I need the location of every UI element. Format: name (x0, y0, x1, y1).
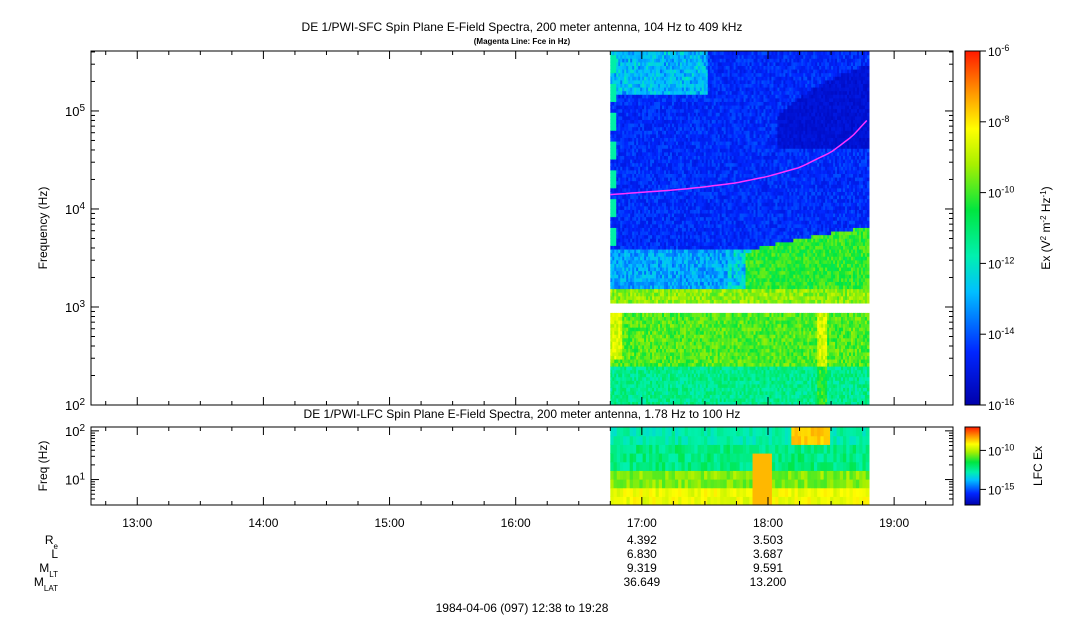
y-tick-label: 101 (65, 471, 85, 488)
ephemeris-row-label: L (51, 547, 58, 561)
colorbar-tick-label: 10-8 (988, 114, 1009, 130)
ephemeris-value: 36.649 (623, 575, 660, 589)
time-tick-label: 19:00 (879, 516, 909, 530)
y-tick-label: 102 (65, 422, 85, 439)
colorbar-tick-label: 10-10 (988, 185, 1014, 201)
lfc-y-axis-label: Freq (Hz) (36, 441, 50, 492)
time-tick-label: 13:00 (122, 516, 152, 530)
ephemeris-value: 13.200 (750, 575, 787, 589)
lfc-colorbar (965, 427, 980, 505)
y-tick-label: 102 (65, 397, 85, 414)
ephemeris-value: 3.503 (753, 533, 783, 547)
y-tick-label: 105 (65, 102, 85, 119)
colorbar-tick-label: 10-16 (988, 397, 1014, 413)
colorbar-tick-label: 10-15 (988, 481, 1014, 497)
colorbar-tick-label: 10-12 (988, 255, 1014, 271)
lfc-spectrogram-data (610, 427, 869, 506)
sfc-colorbar-ticks: 10-6 10-8 10-10 10-12 10-14 10-16 (980, 43, 1014, 413)
time-tick-label: 14:00 (248, 516, 278, 530)
time-tick-label: 15:00 (375, 516, 405, 530)
sfc-title: DE 1/PWI-SFC Spin Plane E-Field Spectra,… (302, 20, 743, 34)
time-tick-label: 18:00 (753, 516, 783, 530)
lfc-colorbar-label: LFC Ex (1031, 446, 1045, 486)
colorbar-tick-label: 10-6 (988, 43, 1009, 59)
colorbar-tick-label: 10-10 (988, 442, 1014, 458)
sfc-spectrogram-data (610, 51, 869, 406)
sfc-colorbar (965, 51, 980, 405)
time-tick-label: 17:00 (627, 516, 657, 530)
lfc-title: DE 1/PWI-LFC Spin Plane E-Field Spectra,… (304, 407, 741, 421)
ephemeris-value: 9.591 (753, 561, 783, 575)
y-tick-label: 103 (65, 298, 85, 315)
ephemeris-value: 9.319 (627, 561, 657, 575)
ephemeris-value: 3.687 (753, 547, 783, 561)
lfc-colorbar-ticks: 10-10 10-15 (980, 442, 1014, 497)
ephemeris-value: 6.830 (627, 547, 657, 561)
ephemeris-value: 4.392 (627, 533, 657, 547)
colorbar-tick-label: 10-14 (988, 326, 1014, 342)
time-tick-label: 16:00 (501, 516, 531, 530)
sfc-subtitle: (Magenta Line: Fce in Hz) (474, 37, 571, 46)
sfc-colorbar-label: Ex (V2 m-2 Hz-1) (1039, 186, 1054, 269)
time-range-footer: 1984-04-06 (097) 12:38 to 19:28 (436, 601, 609, 615)
y-tick-label: 104 (65, 200, 85, 217)
sfc-y-axis-label: Frequency (Hz) (36, 187, 50, 270)
